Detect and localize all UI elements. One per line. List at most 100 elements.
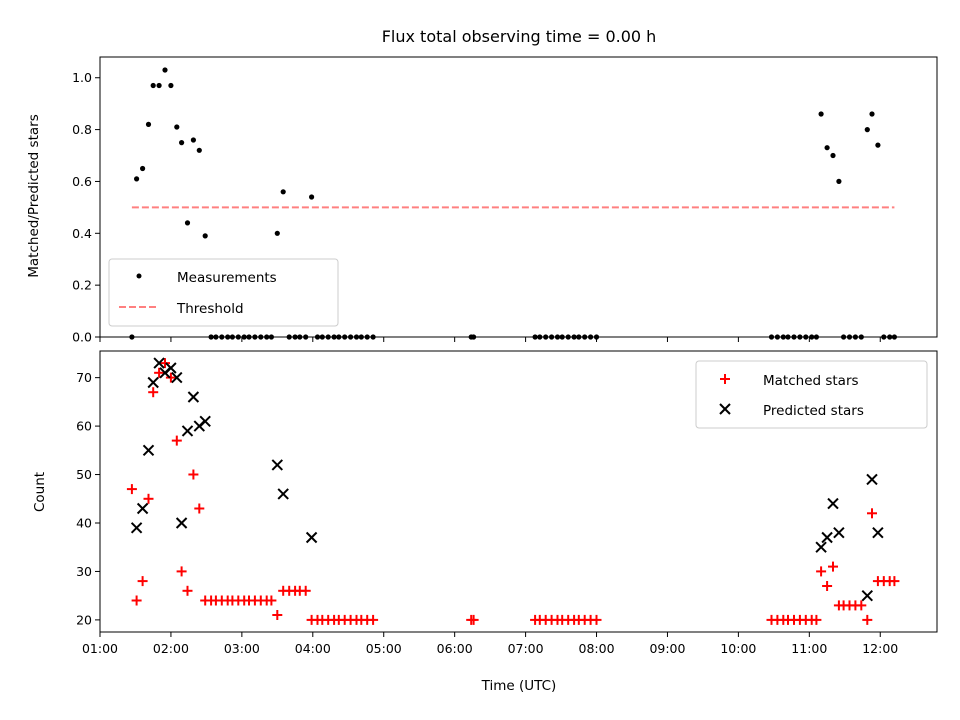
measurement-point: [309, 194, 315, 200]
bottom-legend-box: [695, 360, 928, 429]
matched-point: [182, 585, 193, 596]
predicted-point: [175, 517, 188, 529]
predicted-point: [833, 526, 845, 539]
matched-point: [126, 484, 137, 495]
measurement-point: [836, 178, 842, 184]
legend-matched-marker: [720, 374, 730, 384]
bottom-panel-frame: [99, 350, 938, 633]
predicted-point: [130, 522, 143, 534]
top-panel-title: Flux total observing time = 0.00 h: [382, 27, 657, 46]
top-panel: Flux total observing time = 0.00 h Match…: [26, 27, 938, 345]
matched-point: [856, 600, 867, 611]
matched-point: [137, 576, 148, 587]
matched-point: [300, 585, 311, 596]
matched-point: [148, 387, 159, 398]
matched-point: [188, 469, 199, 480]
predicted-point: [861, 589, 874, 602]
matched-point: [867, 508, 877, 519]
matched-point: [468, 614, 479, 625]
y-tick-label: 0.6: [72, 174, 92, 189]
y-tick-label: 1.0: [72, 70, 92, 85]
legend-measurements-marker: [136, 273, 142, 279]
matched-point: [266, 595, 277, 606]
matched-point: [165, 372, 176, 383]
x-tick-label: 06:00: [437, 641, 473, 656]
bottom-panel-y-ticks: 20 30 40 50 60 70: [76, 370, 100, 627]
top-panel-x-ticks: [99, 337, 881, 342]
measurement-point: [830, 152, 836, 159]
x-tick-label: 08:00: [579, 641, 615, 656]
y-tick-label: 0.2: [72, 278, 92, 293]
matched-point: [811, 614, 822, 625]
predicted-point: [821, 531, 833, 544]
predicted-point: [136, 502, 149, 515]
x-tick-label: 07:00: [508, 641, 544, 656]
x-tick-label: 11:00: [791, 641, 827, 656]
y-tick-label: 0.0: [72, 330, 92, 345]
measurement-point: [174, 124, 180, 130]
measurement-point: [168, 82, 174, 89]
measurement-point: [134, 176, 140, 182]
predicted-point: [142, 444, 155, 457]
legend-matched-label: Matched stars: [763, 373, 859, 389]
y-tick-label: 50: [76, 467, 92, 482]
y-tick-label: 70: [76, 370, 92, 385]
bottom-panel-x-axis-label: Time (UTC): [481, 678, 557, 694]
measurement-point: [150, 82, 156, 89]
predicted-point: [147, 376, 159, 389]
matched-point: [176, 566, 187, 577]
top-panel-y-axis-label: Matched/Predicted stars: [26, 114, 42, 277]
measurement-point: [156, 82, 162, 89]
x-tick-label: 02:00: [153, 641, 189, 656]
measurement-point: [179, 140, 185, 146]
measurement-point: [824, 145, 830, 151]
predicted-point: [153, 357, 165, 369]
predicted-point: [872, 526, 884, 539]
top-legend-box: [108, 258, 339, 327]
x-tick-label: 12:00: [862, 641, 898, 656]
matched-point: [368, 614, 379, 625]
bottom-panel: Count Time (UTC) 20 30 40 50 60 70 01:00 02:00…: [32, 350, 938, 694]
matched-point: [272, 610, 283, 620]
predicted-point: [305, 531, 318, 544]
matched-point: [143, 493, 154, 504]
predicted-point: [271, 459, 284, 471]
matched-point: [171, 435, 182, 446]
predicted-point: [815, 541, 827, 553]
bottom-panel-plot-area: [126, 357, 900, 625]
series-matched-stars: [126, 358, 900, 625]
predicted-point: [827, 497, 839, 510]
matched-point: [154, 367, 165, 378]
series-predicted-stars: [130, 357, 884, 602]
matched-point: [889, 576, 900, 587]
measurement-point: [274, 230, 280, 236]
predicted-point: [171, 371, 183, 384]
matched-point: [591, 614, 602, 625]
predicted-point: [199, 415, 211, 428]
legend-predicted-label: Predicted stars: [763, 403, 864, 419]
matched-point: [822, 581, 833, 591]
predicted-point: [187, 391, 200, 403]
measurement-point: [875, 142, 881, 148]
measurement-point: [196, 147, 202, 153]
y-tick-label: 30: [76, 564, 92, 579]
matched-point: [194, 503, 205, 514]
predicted-point: [277, 488, 289, 500]
legend-measurements-label: Measurements: [177, 270, 277, 286]
y-tick-label: 40: [76, 515, 92, 530]
matched-point: [160, 358, 170, 369]
x-tick-label: 05:00: [366, 641, 402, 656]
x-tick-label: 01:00: [82, 641, 118, 656]
measurement-point: [162, 67, 168, 73]
y-tick-label: 0.4: [72, 226, 92, 241]
bottom-panel-y-axis-label: Count: [32, 472, 48, 512]
y-tick-label: 0.8: [72, 122, 92, 137]
legend-threshold-label: Threshold: [176, 301, 244, 317]
x-tick-label: 09:00: [649, 641, 685, 656]
x-tick-label: 03:00: [224, 641, 260, 656]
top-panel-frame: [99, 56, 938, 338]
predicted-point: [165, 362, 177, 374]
y-tick-label: 20: [76, 612, 92, 627]
